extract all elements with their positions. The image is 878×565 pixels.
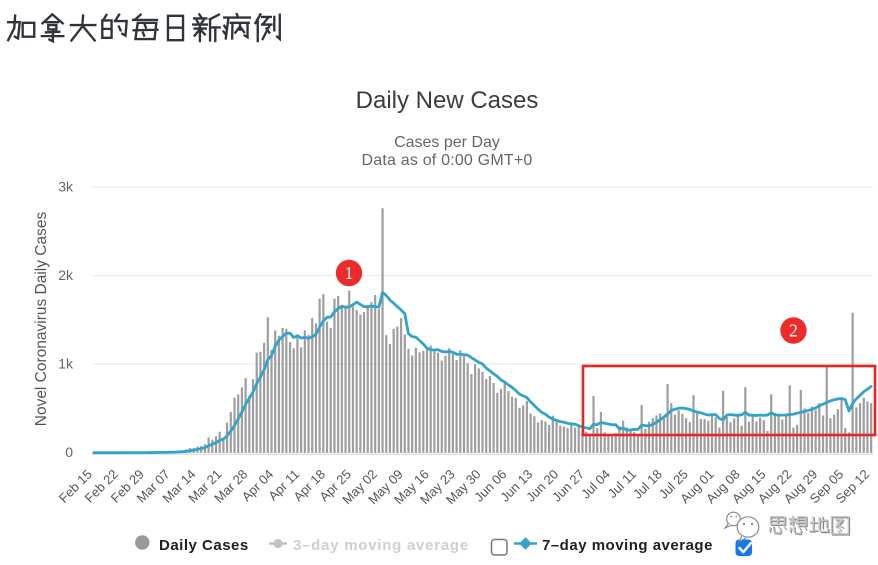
svg-text:Data as of 0:00 GMT+0: Data as of 0:00 GMT+0: [362, 152, 533, 169]
svg-text:7–day moving average: 7–day moving average: [542, 537, 713, 554]
svg-text:1k: 1k: [58, 356, 74, 372]
svg-text:2k: 2k: [58, 267, 74, 283]
svg-text:Daily Cases: Daily Cases: [159, 537, 249, 554]
svg-text:Novel Coronavirus Daily Cases: Novel Coronavirus Daily Cases: [33, 212, 50, 427]
svg-text:1: 1: [345, 263, 354, 283]
svg-text:3–day moving average: 3–day moving average: [293, 537, 469, 554]
svg-text:0: 0: [65, 444, 73, 460]
svg-text:Daily New Cases: Daily New Cases: [356, 87, 539, 114]
svg-text:3k: 3k: [58, 179, 74, 195]
svg-text:Cases per Day: Cases per Day: [394, 134, 500, 151]
svg-text:2: 2: [789, 320, 798, 340]
